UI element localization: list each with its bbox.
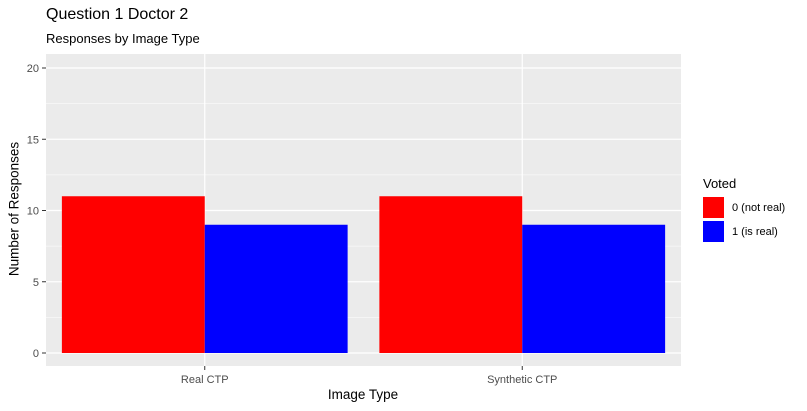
legend-item-not-real: 0 (not real) [703,196,785,219]
bar [61,196,205,353]
y-tick-label: 20 [27,63,39,75]
bar [379,196,523,353]
chart-subtitle: Responses by Image Type [46,31,200,46]
legend-label-is-real: 1 (is real) [732,225,778,238]
legend-key-not-real [703,197,724,218]
x-tick-label: Real CTP [181,374,229,386]
x-tick-label: Synthetic CTP [487,374,557,386]
y-tick-label: 15 [27,134,39,146]
chart-title: Question 1 Doctor 2 [46,6,189,23]
bar [522,224,666,353]
x-axis-label: Image Type [327,387,399,402]
legend-key-is-real [703,221,724,242]
legend-title: Voted [703,176,737,191]
legend-label-not-real: 0 (not real) [732,201,786,214]
legend: Voted 0 (not real) 1 (is real) [703,176,785,244]
y-tick-label: 10 [27,206,39,218]
bars [61,196,666,353]
y-tick-label: 0 [33,348,39,360]
y-axis: 0 5 10 15 20 [27,63,46,360]
bar [204,224,348,353]
y-axis-label: Number of Responses [6,141,22,277]
legend-item-is-real: 1 (is real) [703,220,785,243]
x-axis: Real CTP Synthetic CTP [181,366,557,386]
y-tick-label: 5 [33,277,39,289]
